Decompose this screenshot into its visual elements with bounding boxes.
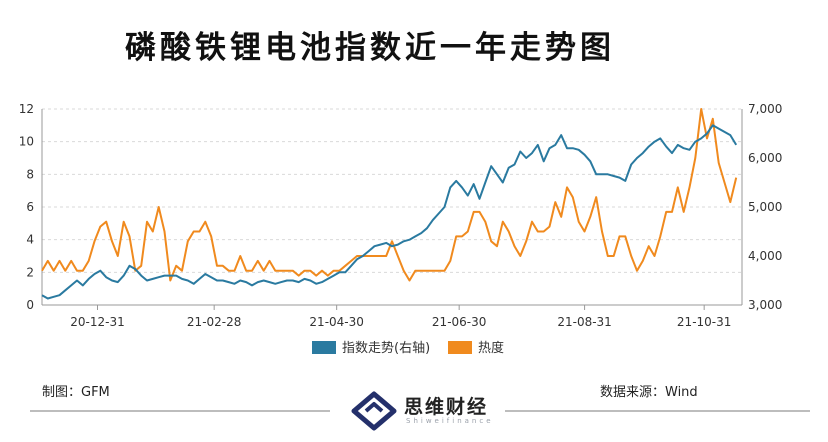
legend-swatch bbox=[312, 341, 336, 354]
x-tick-label: 20-12-31 bbox=[70, 315, 124, 329]
y-right-tick-label: 7,000 bbox=[748, 102, 782, 116]
series-line-1 bbox=[41, 108, 738, 282]
x-tick-label: 21-06-30 bbox=[432, 315, 486, 329]
legend-label: 热度 bbox=[478, 340, 504, 356]
legend-layer: 指数走势(右轴) 热度 bbox=[312, 340, 504, 356]
y-left-tick-label: 10 bbox=[19, 135, 34, 149]
brand-name: 思维财经 bbox=[404, 396, 489, 418]
x-tick-label: 21-02-28 bbox=[187, 315, 241, 329]
chart-credit: 制图：GFM bbox=[42, 385, 110, 400]
y-left-tick-label: 0 bbox=[26, 298, 34, 312]
footer-divider-left bbox=[30, 410, 330, 412]
legend-label: 指数走势(右轴) bbox=[342, 340, 430, 356]
legend-swatch bbox=[448, 341, 472, 354]
data-source: 数据来源：Wind bbox=[600, 385, 698, 400]
x-tick-label: 21-10-31 bbox=[677, 315, 731, 329]
y-right-tick-label: 5,000 bbox=[748, 200, 782, 214]
y-right-tick-label: 3,000 bbox=[748, 298, 782, 312]
brand-subtitle: Shiweifinance bbox=[406, 417, 494, 425]
y-left-tick-label: 2 bbox=[26, 265, 34, 279]
chart-title: 磷酸铁锂电池指数近一年走势图 bbox=[125, 30, 615, 66]
y-left-tick-label: 4 bbox=[26, 233, 34, 247]
y-left-tick-label: 12 bbox=[19, 102, 34, 116]
series-line-0 bbox=[41, 124, 738, 300]
grid-layer bbox=[42, 108, 742, 306]
y-left-tick-label: 6 bbox=[26, 200, 34, 214]
y-right-tick-label: 6,000 bbox=[748, 151, 782, 165]
y-left-tick-label: 8 bbox=[26, 167, 34, 181]
brand-logo-icon bbox=[351, 391, 397, 431]
x-tick-label: 21-04-30 bbox=[309, 315, 363, 329]
axis-layer: 0 2 4 6 8 10 12 3,000 4,000 5,000 6,000 7,000 20-12-… bbox=[19, 102, 783, 329]
y-right-tick-label: 4,000 bbox=[748, 249, 782, 263]
footer-divider-right bbox=[505, 410, 810, 412]
x-tick-label: 21-08-31 bbox=[557, 315, 611, 329]
series-layer bbox=[41, 108, 738, 300]
